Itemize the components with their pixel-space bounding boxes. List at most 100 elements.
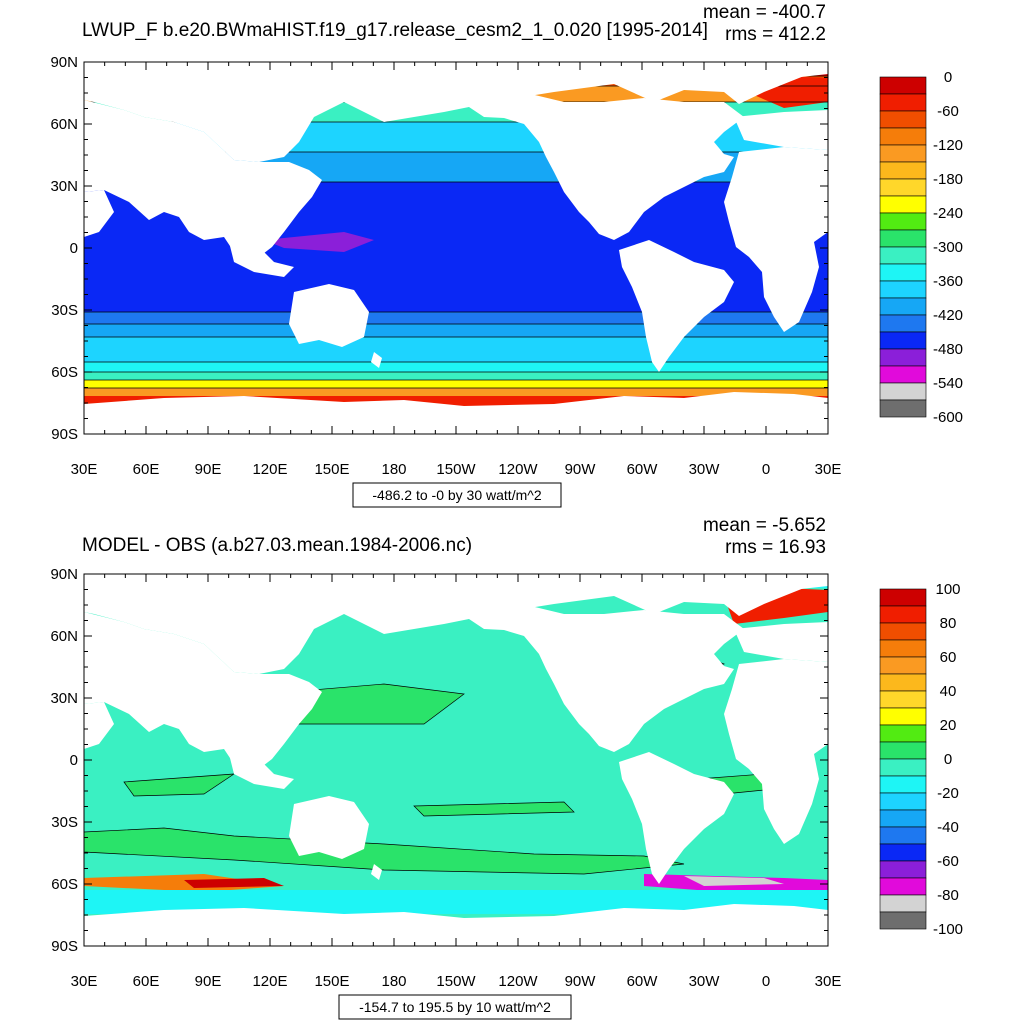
- colorbar-swatch: [879, 605, 927, 624]
- colorbar-label: -480: [933, 341, 963, 358]
- lat-tick-label: 60S: [51, 876, 78, 893]
- lat-tick-label: 0: [70, 752, 78, 769]
- lon-tick-label: 90E: [195, 461, 222, 478]
- colorbar-swatch: [879, 263, 927, 282]
- colorbar-swatch: [879, 348, 927, 367]
- colorbar-label: 0: [944, 69, 952, 86]
- colorbar-label: -600: [933, 409, 963, 426]
- colorbar-label: -300: [933, 239, 963, 256]
- colorbar-label: -60: [937, 853, 959, 870]
- lon-tick-label: 30E: [815, 973, 842, 990]
- colorbar-label: -180: [933, 171, 963, 188]
- lat-tick-label: 30S: [51, 814, 78, 831]
- lat-tick-label: 90S: [51, 426, 78, 443]
- lon-tick-label: 60E: [133, 973, 160, 990]
- colorbar-label: -240: [933, 205, 963, 222]
- colorbar-swatch: [879, 690, 927, 709]
- colorbar-label: -540: [933, 375, 963, 392]
- colorbar-label: 20: [940, 717, 957, 734]
- lat-tick-label: 30N: [50, 690, 78, 707]
- colorbar-swatch: [879, 93, 927, 112]
- colorbar-swatch: [879, 229, 927, 248]
- lon-tick-label: 90W: [565, 461, 597, 478]
- colorbar-swatch: [879, 178, 927, 197]
- colorbar-label: 80: [940, 615, 957, 632]
- colorbar-label: 40: [940, 683, 957, 700]
- lat-tick-label: 30N: [50, 178, 78, 195]
- colorbar-swatch: [879, 673, 927, 692]
- colorbar-swatch: [879, 639, 927, 658]
- panel2-info-label: -154.7 to 195.5 by 10 watt/m^2: [359, 999, 551, 1015]
- colorbar-swatch: [879, 741, 927, 760]
- lon-tick-label: 120E: [252, 461, 287, 478]
- colorbar-swatch: [879, 724, 927, 743]
- panel1-mean: mean = -400.7: [703, 2, 826, 23]
- lon-tick-label: 120W: [498, 973, 538, 990]
- colorbar-swatch: [879, 127, 927, 146]
- lon-tick-label: 0: [762, 973, 770, 990]
- lat-tick-label: 90S: [51, 938, 78, 955]
- colorbar-swatch: [879, 331, 927, 350]
- lon-tick-label: 150E: [314, 461, 349, 478]
- lat-tick-label: 60N: [50, 628, 78, 645]
- colorbar-label: 100: [935, 581, 960, 598]
- colorbar-swatch: [879, 877, 927, 896]
- colorbar-swatch: [879, 399, 927, 418]
- panel-lwup: LWUP_F b.e20.BWmaHIST.f19_g17.release_ce…: [50, 2, 963, 508]
- colorbar-swatch: [879, 246, 927, 265]
- colorbar-swatch: [879, 656, 927, 675]
- colorbar-label: -360: [933, 273, 963, 290]
- lon-tick-label: 60E: [133, 461, 160, 478]
- colorbar-swatch: [879, 792, 927, 811]
- panel2-mean: mean = -5.652: [703, 515, 826, 536]
- lon-tick-label: 0: [762, 461, 770, 478]
- colorbar-swatch: [879, 382, 927, 401]
- lat-tick-label: 90N: [50, 54, 78, 71]
- lon-tick-label: 180: [381, 461, 406, 478]
- lon-tick-label: 30E: [71, 461, 98, 478]
- colorbar-swatch: [879, 826, 927, 845]
- lon-tick-label: 120W: [498, 461, 538, 478]
- colorbar-swatch: [879, 144, 927, 163]
- panel1-title: LWUP_F b.e20.BWmaHIST.f19_g17.release_ce…: [82, 20, 708, 41]
- colorbar-swatch: [879, 809, 927, 828]
- colorbar-swatch: [879, 365, 927, 384]
- lon-tick-label: 150E: [314, 973, 349, 990]
- lat-tick-label: 0: [70, 240, 78, 257]
- lon-tick-label: 30E: [815, 461, 842, 478]
- panel1-map: [83, 61, 829, 435]
- colorbar-label: 60: [940, 649, 957, 666]
- lat-tick-label: 30S: [51, 302, 78, 319]
- colorbar-label: -60: [937, 103, 959, 120]
- colorbar-label: -80: [937, 887, 959, 904]
- lon-tick-label: 150W: [436, 461, 476, 478]
- colorbar-swatch: [879, 622, 927, 641]
- panel2-rms: rms = 16.93: [725, 537, 826, 558]
- colorbar-swatch: [879, 280, 927, 299]
- colorbar-label: -100: [933, 921, 963, 938]
- lon-tick-label: 30W: [689, 461, 721, 478]
- lon-tick-label: 150W: [436, 973, 476, 990]
- lat-tick-label: 90N: [50, 566, 78, 583]
- colorbar-swatch: [879, 911, 927, 930]
- panel2-colorbar: 100 80 60 40 20 0 -20 -40 -60 -80 -100: [879, 581, 963, 938]
- lon-tick-label: 30E: [71, 973, 98, 990]
- lon-tick-label: 60W: [627, 461, 659, 478]
- colorbar-swatch: [879, 161, 927, 180]
- panel1-info-label: -486.2 to -0 by 30 watt/m^2: [372, 487, 541, 503]
- colorbar-label: -40: [937, 819, 959, 836]
- lat-tick-label: 60S: [51, 364, 78, 381]
- colorbar-swatch: [879, 843, 927, 862]
- colorbar-swatch: [879, 212, 927, 231]
- lon-tick-label: 60W: [627, 973, 659, 990]
- colorbar-label: -120: [933, 137, 963, 154]
- panel1-rms: rms = 412.2: [725, 24, 826, 45]
- colorbar-swatch: [879, 775, 927, 794]
- panel1-colorbar: 0 -60 -120 -180 -240 -300 -360 -420 -480 -540 -600: [879, 69, 963, 426]
- colorbar-swatch: [879, 894, 927, 913]
- lon-tick-label: 90E: [195, 973, 222, 990]
- panel2-title: MODEL - OBS (a.b27.03.mean.1984-2006.nc): [82, 535, 472, 556]
- lon-tick-label: 180: [381, 973, 406, 990]
- lon-tick-label: 120E: [252, 973, 287, 990]
